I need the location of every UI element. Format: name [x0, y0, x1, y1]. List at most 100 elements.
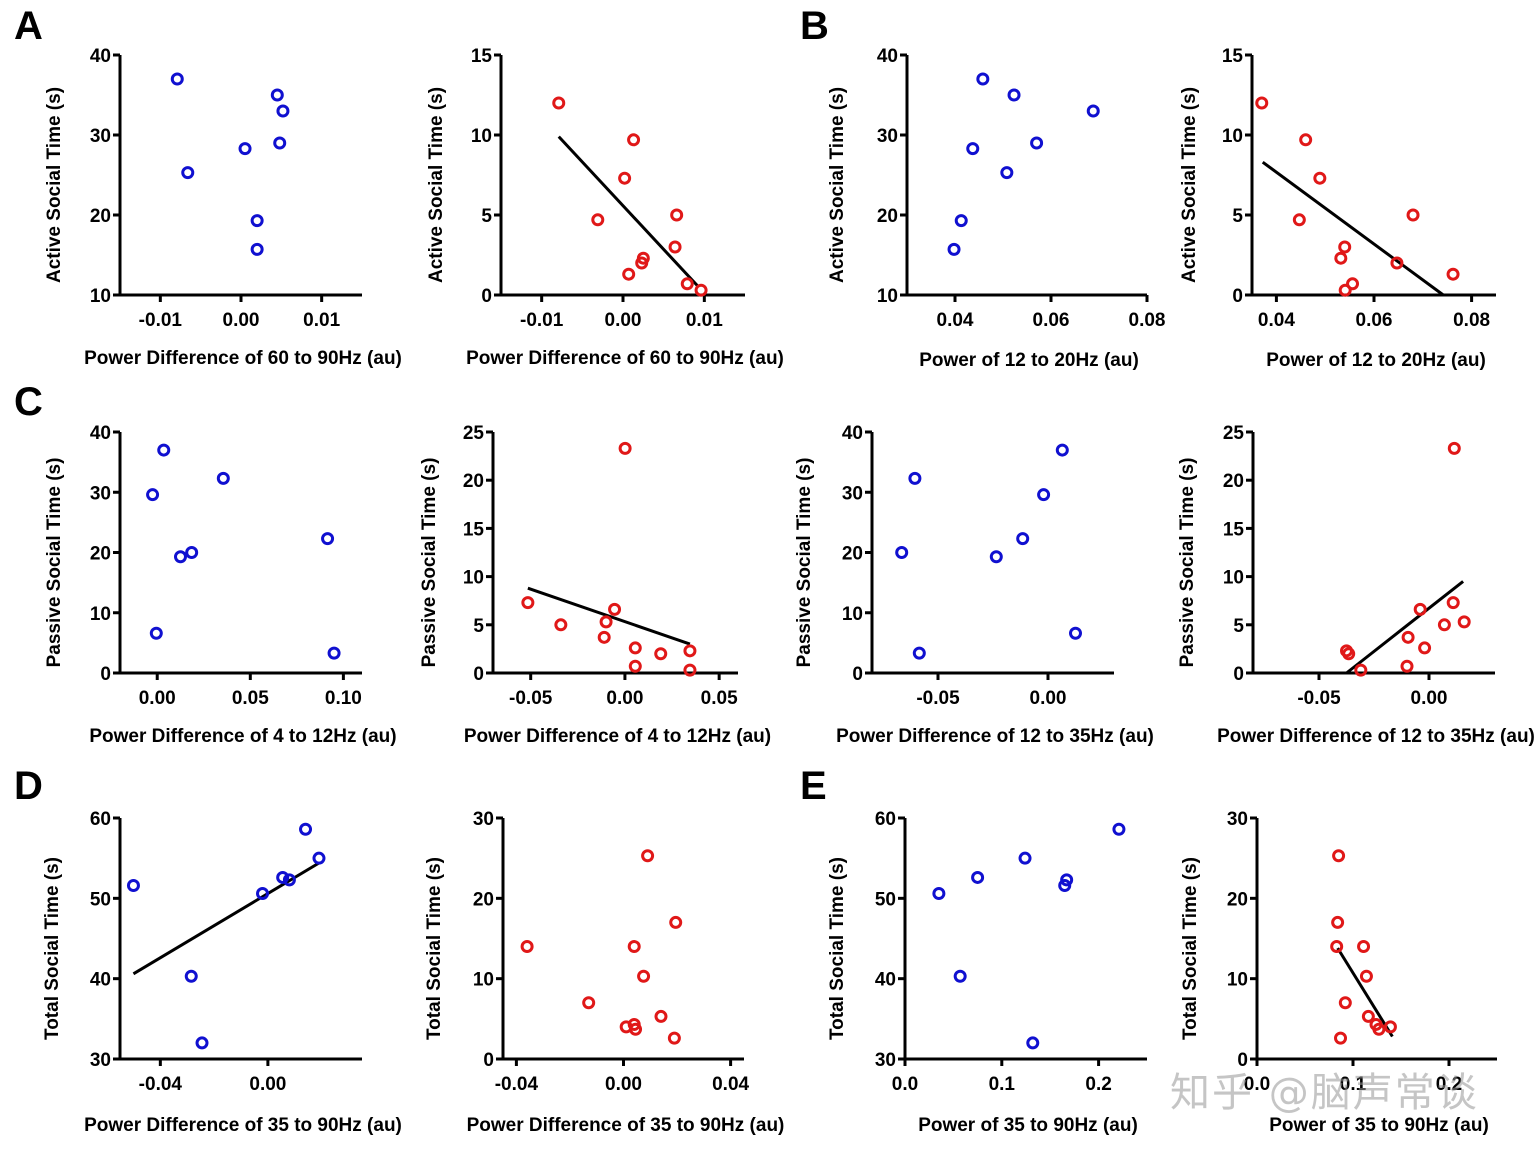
data-point [1112, 822, 1126, 836]
y-tick-label: 0 [1237, 1050, 1248, 1071]
x-axis-title: Power Difference of 12 to 35Hz (au) [1217, 726, 1535, 747]
x-tick-label: 0.00 [249, 1074, 286, 1095]
y-tick-label: 20 [1227, 889, 1248, 910]
data-point [989, 550, 1003, 564]
y-tick-label: 10 [90, 286, 111, 307]
x-tick-label: 0.06 [1033, 310, 1070, 331]
data-point [908, 471, 922, 485]
y-axis-title: Active Social Time (s) [827, 87, 848, 283]
x-tick-label: 0.04 [937, 310, 974, 331]
regression-line [1345, 580, 1465, 675]
y-tick-label: 30 [842, 483, 863, 504]
data-point [683, 644, 697, 658]
data-point [694, 283, 708, 297]
chart-e2: 0 10 20 30 0.0 0.1 0.2 Power of 35 to 90Hz (au)… [1180, 809, 1497, 1136]
y-tick-label: 15 [471, 46, 493, 67]
x-tick-label: -0.04 [139, 1074, 183, 1095]
y-tick-label: 25 [1223, 423, 1245, 444]
data-point [1016, 532, 1030, 546]
x-tick-label: 0.00 [606, 688, 643, 709]
regression-line [1336, 947, 1394, 1038]
x-tick-label: -0.05 [509, 688, 553, 709]
data-point [599, 615, 613, 629]
y-tick-label: 50 [875, 889, 896, 910]
y-tick-label: 40 [90, 46, 111, 67]
x-tick-label: 0.01 [686, 310, 723, 331]
data-point [1357, 940, 1371, 954]
x-tick-label: 0.1 [989, 1074, 1016, 1095]
x-tick-label: 0.01 [303, 310, 340, 331]
chart-a1: 10 20 30 40 -0.01 0.00 0.01 Power Difference of… [44, 46, 402, 369]
y-axis-title: Active Social Time (s) [1179, 87, 1200, 283]
data-point [971, 870, 985, 884]
panel-letter-e: E [800, 764, 827, 808]
data-point [185, 546, 199, 559]
x-tick-label: 0.1 [1340, 1074, 1367, 1095]
y-axis-title: Active Social Time (s) [44, 87, 65, 283]
chart-b1: 10 20 30 40 0.04 0.06 0.08 Power of 12 to 20Hz … [827, 46, 1165, 371]
y-tick-label: 10 [90, 604, 111, 625]
x-tick-label: 0.00 [1030, 688, 1067, 709]
data-point [1060, 873, 1074, 887]
data-point [680, 277, 694, 291]
x-tick-label: 0.0 [1244, 1074, 1270, 1095]
x-tick-label: -0.04 [495, 1074, 539, 1095]
y-tick-label: 10 [877, 286, 898, 307]
y-axis-title: Total Social Time (s) [1180, 857, 1201, 1040]
data-point [1026, 1036, 1040, 1050]
x-tick-label: 0.05 [701, 688, 738, 709]
y-axis-title: Active Social Time (s) [426, 87, 447, 283]
y-tick-label: 0 [852, 664, 863, 685]
data-point [637, 969, 651, 983]
chart-a2: 0 5 10 15 -0.01 0.00 0.01 Power Difference of 6… [426, 46, 784, 369]
data-point [1330, 940, 1344, 954]
data-point [1447, 441, 1461, 455]
data-point [327, 646, 341, 660]
data-point [582, 996, 596, 1010]
y-tick-label: 60 [90, 809, 111, 830]
data-point [618, 441, 632, 455]
data-point [591, 213, 605, 227]
data-point [966, 142, 980, 156]
x-axis-title: Power of 12 to 20Hz (au) [1266, 350, 1486, 371]
data-point [1332, 849, 1346, 863]
panel-letter-b: B [800, 4, 829, 48]
data-point [641, 849, 655, 863]
x-tick-label: 0.0 [892, 1074, 918, 1095]
x-tick-label: -0.05 [1297, 688, 1341, 709]
x-tick-label: -0.05 [916, 688, 960, 709]
data-point [1018, 851, 1032, 865]
regression-line [1261, 160, 1445, 297]
y-tick-label: 40 [877, 46, 898, 67]
x-tick-label: 0.2 [1436, 1074, 1462, 1095]
y-tick-label: 10 [463, 568, 484, 589]
data-point [654, 647, 668, 661]
data-point [276, 104, 290, 118]
y-tick-label: 0 [1233, 664, 1244, 685]
y-tick-label: 30 [90, 126, 111, 147]
data-point [1361, 1009, 1375, 1023]
y-tick-label: 10 [842, 604, 863, 625]
y-tick-label: 15 [463, 519, 485, 540]
data-point [184, 969, 198, 983]
y-tick-label: 40 [90, 970, 111, 991]
data-point [1346, 277, 1360, 291]
x-tick-label: 0.04 [712, 1074, 749, 1095]
data-point [1334, 251, 1348, 265]
panel-letter-d: D [14, 764, 43, 808]
data-point [932, 887, 946, 901]
x-tick-label: 0.00 [139, 688, 176, 709]
x-tick-label: 0.05 [232, 688, 269, 709]
data-point [1331, 915, 1345, 929]
y-tick-label: 0 [473, 664, 484, 685]
data-point [618, 171, 632, 185]
data-point [521, 596, 535, 610]
data-point [1037, 488, 1051, 502]
y-tick-label: 15 [1223, 519, 1245, 540]
y-tick-label: 20 [463, 471, 484, 492]
x-axis-title: Power Difference of 4 to 12Hz (au) [89, 726, 396, 747]
x-tick-label: -0.01 [139, 310, 183, 331]
data-point [273, 136, 287, 150]
data-point [953, 969, 967, 983]
